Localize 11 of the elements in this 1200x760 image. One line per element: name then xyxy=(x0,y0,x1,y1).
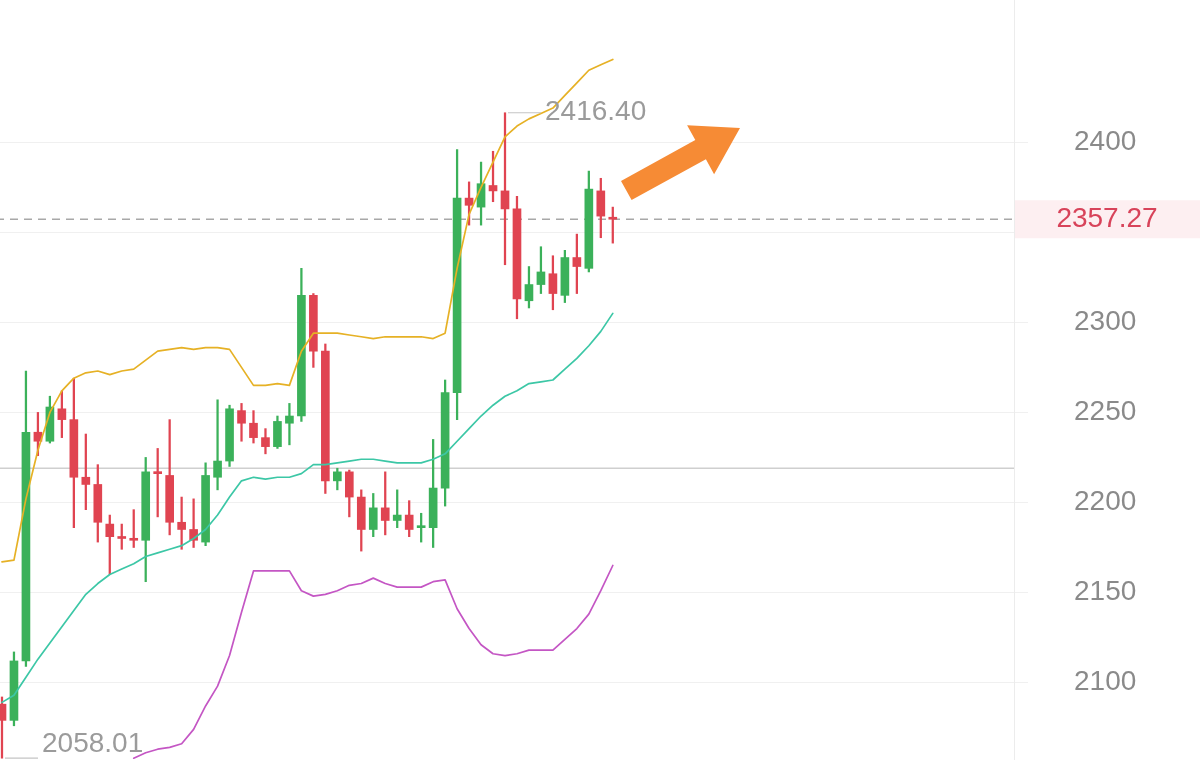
y-tick-label: 2200 xyxy=(1074,485,1137,517)
y-tick-label: 2400 xyxy=(1074,124,1137,156)
y-tick-label: 2300 xyxy=(1074,305,1137,337)
y-tick-label: 2100 xyxy=(1074,665,1137,697)
y-tick-label: 2150 xyxy=(1074,575,1137,607)
annotation: 2416.40 xyxy=(545,95,647,127)
ref-line-label: 2357.27 xyxy=(1056,201,1158,233)
candlestick xyxy=(285,403,294,446)
annotation: 2058.01 xyxy=(41,726,144,758)
candlestick xyxy=(213,399,222,491)
y-tick-label: 2250 xyxy=(1074,395,1137,427)
